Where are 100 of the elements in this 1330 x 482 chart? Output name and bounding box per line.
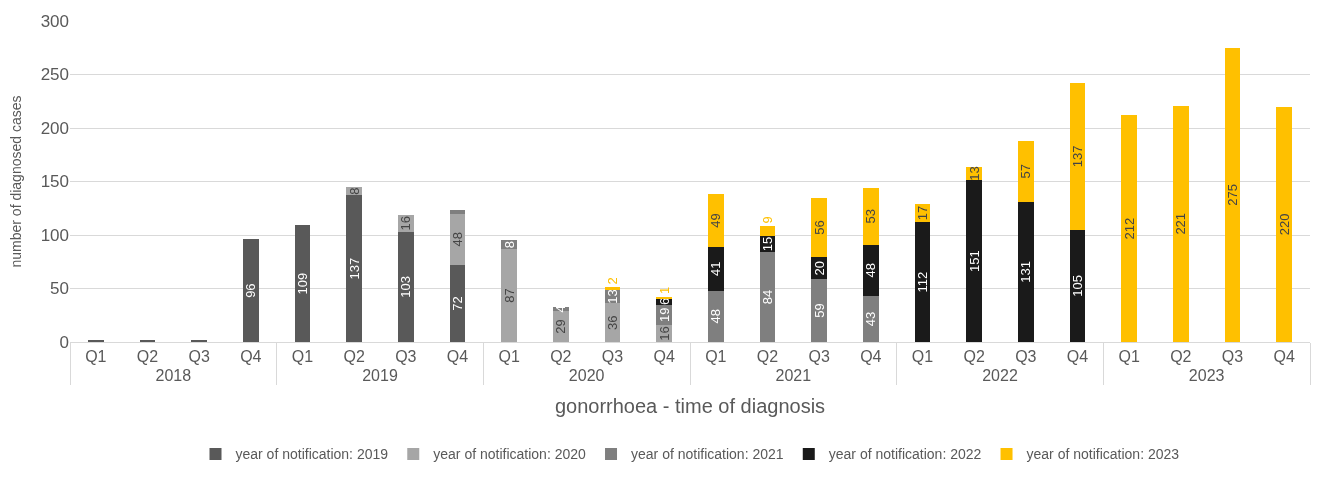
y-tick-label: 100	[40, 225, 69, 245]
bar	[1276, 106, 1292, 342]
x-tick-label: Q2	[343, 348, 365, 366]
bar	[759, 226, 776, 237]
x-tick-label: Q1	[498, 348, 520, 366]
data-label: 103	[398, 276, 414, 298]
x-tick-label: Q4	[1273, 348, 1295, 366]
bar	[1069, 229, 1086, 342]
bar	[1173, 105, 1189, 342]
data-label: 53	[863, 209, 879, 224]
x-tick-label: Q2	[550, 348, 572, 366]
bar	[811, 278, 827, 342]
data-label: 8	[501, 241, 517, 249]
data-label: 41	[708, 261, 724, 276]
bar	[1018, 201, 1034, 342]
bar	[1121, 115, 1137, 342]
data-label: 17	[915, 205, 930, 221]
x-tick-label: Q4	[446, 348, 469, 366]
text: 2018	[155, 367, 192, 385]
data-label: 29	[553, 319, 569, 334]
legend-label: year of notification: 2020	[433, 446, 587, 463]
data-label: 13	[966, 166, 982, 181]
x-tick-label: Q3	[188, 348, 210, 366]
bar	[1224, 47, 1241, 342]
bar	[708, 290, 724, 342]
bar	[449, 264, 466, 342]
legend-label: year of notification: 2023	[1026, 446, 1180, 463]
legend-label: year of notification: 2019	[235, 446, 389, 463]
data-label: 96	[243, 283, 259, 298]
data-label: 59	[811, 303, 827, 318]
bar	[294, 225, 311, 342]
data-label: 2	[605, 277, 620, 285]
data-label: 8	[346, 187, 362, 195]
y-tick-label: 300	[40, 11, 69, 31]
data-label: 84	[760, 289, 775, 305]
data-label: 220	[1276, 213, 1292, 236]
x-axis-title: gonorrhoea - time of diagnosis	[554, 394, 826, 417]
legend-label: year of notification: 2021	[631, 446, 784, 463]
bar	[759, 252, 776, 342]
y-tick-label: 200	[40, 118, 69, 138]
data-label: 13	[605, 289, 620, 304]
bar	[243, 239, 259, 342]
data-label: 112	[915, 271, 930, 293]
x-tick-label: Q1	[1118, 348, 1140, 366]
legend-label: year of notification: 2022	[828, 446, 982, 463]
bar	[501, 248, 517, 342]
data-label: 36	[605, 315, 620, 330]
data-label: 48	[450, 232, 465, 247]
text: 2022	[982, 367, 1018, 385]
y-tick-label: 250	[40, 65, 69, 85]
x-tick-label: Q4	[1066, 348, 1089, 366]
bar	[966, 180, 982, 342]
x-tick-label: Q2	[136, 348, 159, 366]
x-tick-label: Q3	[601, 348, 624, 366]
bar	[863, 187, 879, 245]
bar	[708, 194, 724, 247]
bar	[914, 222, 931, 342]
data-label: 151	[966, 250, 982, 273]
data-label: 212	[1121, 217, 1137, 240]
data-label: 16	[398, 216, 414, 231]
data-label: 9	[760, 216, 775, 224]
data-label: 131	[1018, 261, 1034, 283]
data-label: 105	[1070, 274, 1085, 297]
x-tick-label: Q4	[240, 348, 262, 366]
x-tick-label: Q3	[1221, 348, 1244, 366]
data-label: 16	[656, 326, 672, 341]
bar	[1018, 140, 1034, 202]
bar	[863, 244, 879, 296]
text: 2023	[1188, 367, 1225, 385]
y-tick-label: 50	[50, 279, 69, 299]
y-tick-label: 0	[59, 332, 69, 352]
bar	[346, 195, 362, 342]
bar	[811, 197, 827, 258]
x-tick-label: Q2	[1170, 348, 1192, 366]
x-tick-label: Q3	[1015, 348, 1037, 366]
bar	[604, 287, 621, 290]
y-axis-title: number of diagnosed cases	[8, 95, 25, 268]
data-label: 1	[656, 286, 672, 294]
data-label: 49	[708, 213, 724, 228]
data-label: 48	[863, 263, 879, 278]
text: 2021	[775, 367, 812, 385]
x-tick-label: Q2	[756, 348, 779, 366]
data-label: 275	[1225, 184, 1240, 206]
data-label: 109	[295, 272, 310, 295]
text: 2019	[362, 367, 398, 385]
bar	[708, 246, 724, 291]
data-label: 137	[346, 257, 362, 280]
bar	[863, 295, 879, 342]
data-label: 221	[1173, 212, 1189, 235]
x-tick-label: Q1	[705, 348, 727, 366]
x-tick-label: Q3	[395, 348, 417, 366]
x-tick-label: Q1	[291, 348, 314, 366]
data-label: 20	[811, 260, 827, 276]
data-label: 87	[501, 288, 517, 303]
bar	[449, 210, 466, 214]
data-label: 19	[656, 307, 672, 322]
data-label: 48	[708, 309, 724, 324]
y-tick-label: 150	[40, 172, 69, 192]
data-label: 15	[760, 236, 775, 252]
data-label: 43	[863, 311, 879, 327]
